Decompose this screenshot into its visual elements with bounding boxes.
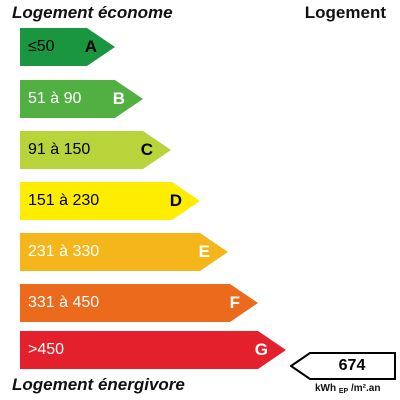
consumption-unit: kWh EP /m².an xyxy=(315,383,380,395)
consumption-value: 674 xyxy=(338,357,366,374)
unit-rest: /m².an xyxy=(351,383,381,394)
energy-class-letter: E xyxy=(198,242,210,261)
energy-class-range: 231 à 330 xyxy=(28,243,100,260)
energy-class-bar-a: ≤50 A xyxy=(20,28,115,66)
energy-class-letter: G xyxy=(254,340,268,359)
energy-class-range: 51 à 90 xyxy=(28,90,82,107)
indicator-arrow-shape xyxy=(290,352,396,380)
energy-class-letter: F xyxy=(229,293,240,312)
unit-main: kWh xyxy=(315,383,337,394)
footer-energivore-label: Logement énergivore xyxy=(12,375,185,394)
energy-class-range: 91 à 150 xyxy=(28,141,91,158)
energy-class-range: 151 à 230 xyxy=(28,192,100,209)
energy-class-bar-g: >450 G xyxy=(20,331,286,369)
energy-class-letter: D xyxy=(169,191,182,210)
energy-class-bar-c: 91 à 150 C xyxy=(20,131,171,169)
energy-class-bar-f: 331 à 450 F xyxy=(20,284,258,322)
header-efficient-label: Logement économe xyxy=(12,3,173,22)
consumption-indicator: 674 xyxy=(290,352,396,380)
energy-class-bar-d: 151 à 230 D xyxy=(20,182,200,220)
energy-class-letter: C xyxy=(140,140,153,159)
energy-class-letter: B xyxy=(112,89,125,108)
energy-class-range: ≤50 xyxy=(28,38,55,55)
energy-class-range: >450 xyxy=(28,341,65,358)
energy-class-letter: A xyxy=(84,37,97,56)
unit-sub: EP xyxy=(338,388,349,395)
energy-class-range: 331 à 450 xyxy=(28,294,100,311)
energy-class-bar-b: 51 à 90 B xyxy=(20,80,143,118)
energy-class-bar-e: 231 à 330 E xyxy=(20,233,228,271)
header-logement-label: Logement xyxy=(304,3,386,22)
